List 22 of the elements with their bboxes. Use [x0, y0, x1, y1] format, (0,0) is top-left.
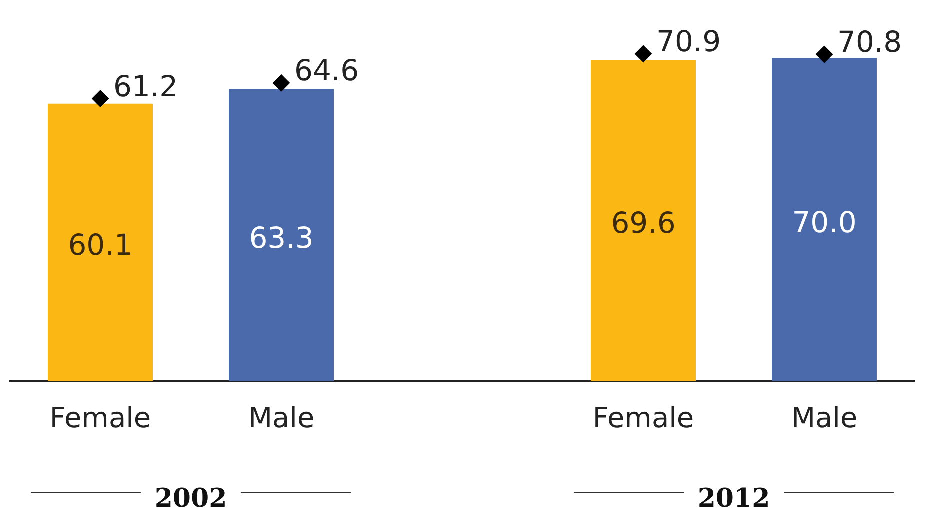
point [816, 46, 833, 63]
bar [229, 89, 334, 382]
data-label: 70.9 [656, 24, 722, 59]
data-label: 69.6 [611, 206, 676, 240]
x-tick-label: Male [791, 401, 858, 434]
data-label: 61.2 [114, 69, 178, 104]
bar [48, 104, 153, 382]
x-tick-label: Female [50, 401, 152, 434]
data-label: 63.3 [249, 220, 314, 255]
point [635, 46, 652, 63]
text: 2012 [698, 484, 770, 514]
data-label: 64.6 [294, 54, 360, 88]
point [273, 74, 290, 92]
data-label: 60.1 [68, 228, 133, 262]
point [92, 90, 109, 108]
text: 2002 [154, 484, 228, 514]
bar [591, 60, 696, 382]
data-label: 70.8 [838, 25, 902, 60]
data-label: 70.0 [792, 205, 857, 240]
bar [772, 58, 877, 382]
x-tick-label: Male [248, 401, 315, 434]
x-tick-label: Female [592, 401, 694, 434]
